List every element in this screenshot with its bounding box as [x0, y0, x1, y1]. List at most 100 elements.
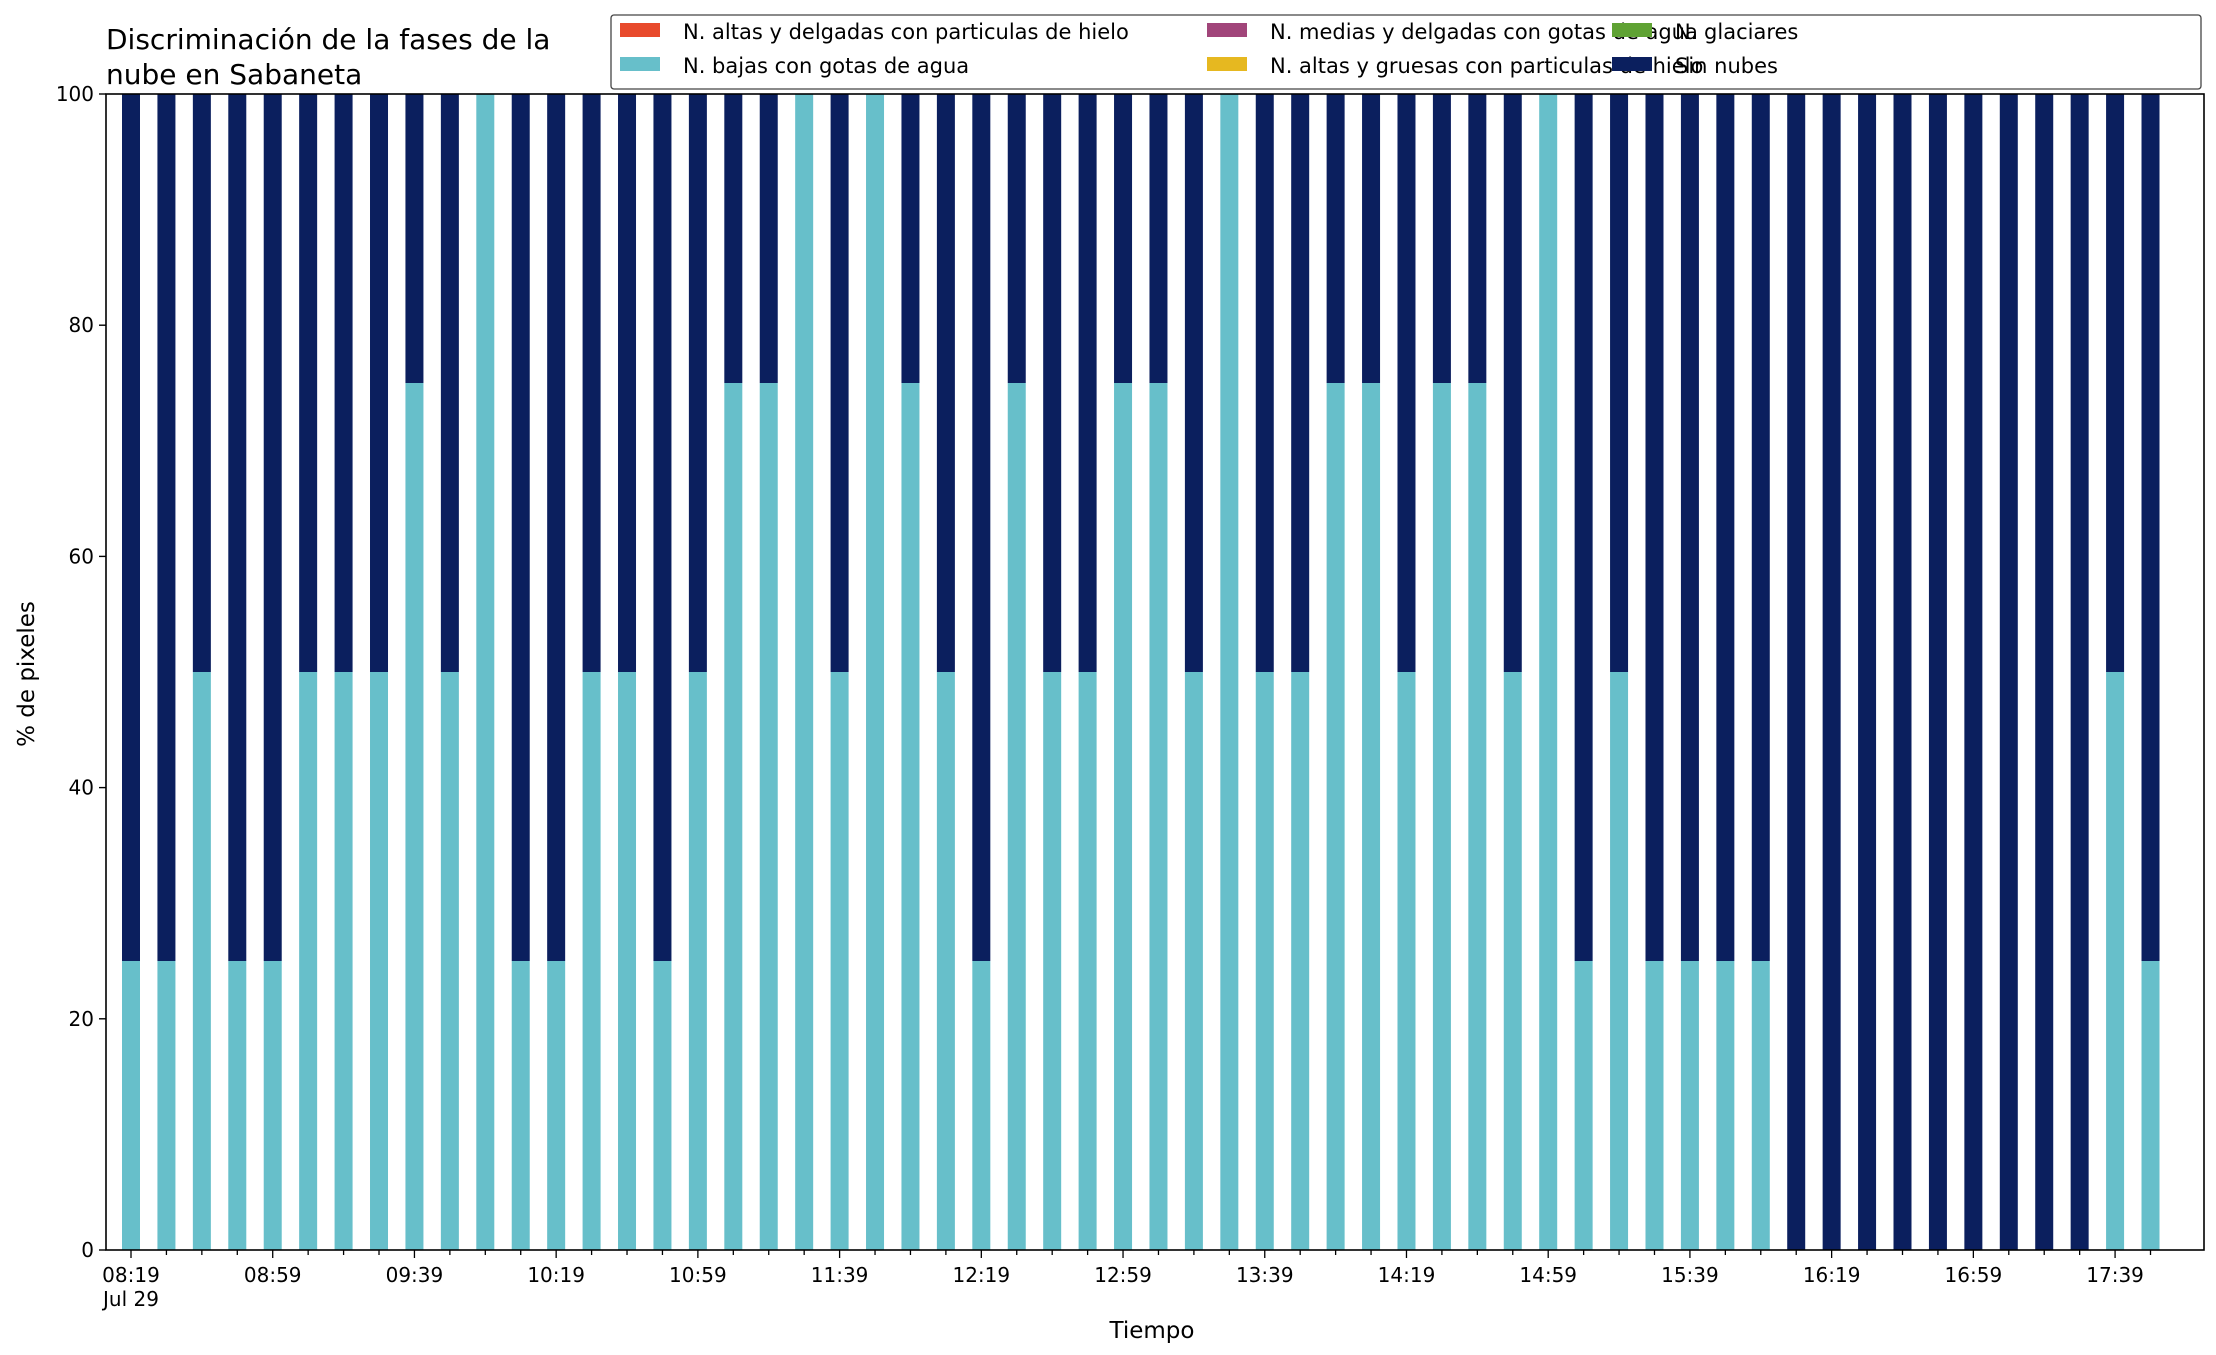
x-tick-label-7: 12:59 [1094, 1263, 1152, 1287]
x-tick-label-13: 16:59 [1945, 1263, 2003, 1287]
bar-segment-12-series-2 [547, 961, 566, 1250]
x-tick-label-10: 14:59 [1519, 1263, 1577, 1287]
bar-segment-22-series-2 [901, 383, 920, 1250]
x-tick-label-12: 16:19 [1803, 1263, 1861, 1287]
bar-segment-13-series-5 [582, 94, 601, 672]
bar-segment-20-series-5 [830, 94, 849, 672]
legend-label-2: N. bajas con gotas de agua [683, 54, 969, 78]
bar-segment-37-series-5 [1432, 94, 1451, 383]
bar-segment-57-series-5 [2141, 94, 2160, 961]
bar-segment-18-series-2 [759, 383, 778, 1250]
x-tick-label-5: 11:39 [811, 1263, 869, 1287]
bar-segment-45-series-2 [1716, 961, 1735, 1250]
bar-segment-16-series-5 [688, 94, 707, 672]
x-tick-label-11: 15:39 [1661, 1263, 1719, 1287]
bar-segment-38-series-5 [1468, 94, 1487, 383]
bar-segment-9-series-2 [440, 672, 459, 1250]
bar-segment-36-series-2 [1397, 672, 1416, 1250]
bar-segment-25-series-5 [1007, 94, 1026, 383]
bar-segment-46-series-2 [1751, 961, 1770, 1250]
bar-segment-43-series-5 [1645, 94, 1664, 961]
legend-swatch-0 [620, 23, 660, 37]
bar-segment-55-series-5 [2070, 94, 2089, 1250]
legend-label-3: N. glaciares [1675, 20, 1798, 44]
bar-segment-6-series-5 [334, 94, 353, 672]
bar-segment-23-series-5 [936, 94, 955, 672]
bar-segment-28-series-2 [1114, 383, 1133, 1250]
bar-segment-26-series-2 [1043, 672, 1062, 1250]
bar-segment-57-series-2 [2141, 961, 2160, 1250]
bar-segment-27-series-5 [1078, 94, 1097, 672]
bar-segment-18-series-5 [759, 94, 778, 383]
bar-segment-41-series-5 [1574, 94, 1593, 961]
x-axis-label: Tiempo [1109, 1318, 1195, 1344]
bar-segment-23-series-2 [936, 672, 955, 1250]
bar-segment-49-series-5 [1858, 94, 1877, 1250]
bar-segment-11-series-5 [511, 94, 530, 961]
bar-segment-46-series-5 [1751, 94, 1770, 961]
bar-segment-8-series-5 [405, 94, 424, 383]
bar-segment-7-series-5 [370, 94, 389, 672]
bar-segment-2-series-2 [192, 672, 211, 1250]
bar-segment-24-series-5 [972, 94, 991, 961]
bar-segment-27-series-2 [1078, 672, 1097, 1250]
bar-segment-44-series-5 [1680, 94, 1699, 961]
bar-segment-39-series-2 [1503, 672, 1522, 1250]
legend-label-0: N. altas y delgadas con particulas de hi… [683, 20, 1129, 44]
bar-segment-9-series-5 [440, 94, 459, 672]
x-tick-label-0: 08:19 [102, 1263, 160, 1287]
legend-box [610, 14, 2202, 90]
bar-segment-12-series-5 [547, 94, 566, 961]
legend-swatch-4 [1207, 23, 1247, 37]
bar-segment-52-series-5 [1964, 94, 1983, 1250]
x-tick-label-9: 14:19 [1378, 1263, 1436, 1287]
bar-segment-42-series-5 [1610, 94, 1629, 672]
bar-segment-17-series-2 [724, 383, 743, 1250]
bar-segment-40-series-2 [1539, 94, 1558, 1250]
y-tick-label-4: 80 [69, 313, 94, 337]
bar-segment-30-series-2 [1184, 672, 1203, 1250]
bar-segment-0-series-2 [122, 961, 140, 1250]
bar-segment-47-series-5 [1787, 94, 1806, 1250]
x-tick-label-3: 10:19 [527, 1263, 585, 1287]
bar-segment-14-series-2 [618, 672, 637, 1250]
bar-segment-22-series-5 [901, 94, 920, 383]
bar-segment-7-series-2 [370, 672, 389, 1250]
bar-segment-3-series-2 [228, 961, 247, 1250]
y-tick-label-3: 60 [69, 544, 94, 568]
bar-segment-3-series-5 [228, 94, 247, 961]
x-tick-label-4: 10:59 [669, 1263, 727, 1287]
bar-segment-30-series-5 [1184, 94, 1203, 672]
y-tick-label-1: 20 [69, 1007, 94, 1031]
bar-segment-45-series-5 [1716, 94, 1735, 961]
bar-segment-6-series-2 [334, 672, 353, 1250]
bar-segment-10-series-2 [476, 94, 495, 1250]
bar-segment-4-series-2 [263, 961, 282, 1250]
bar-segment-5-series-5 [299, 94, 318, 672]
bar-segment-56-series-5 [2106, 94, 2125, 672]
bar-segment-21-series-2 [866, 94, 885, 1250]
bar-segment-25-series-2 [1007, 383, 1026, 1250]
bar-segment-0-series-5 [122, 94, 140, 961]
bar-segment-4-series-5 [263, 94, 282, 961]
bars-layer [122, 94, 2160, 1250]
bar-segment-16-series-2 [688, 672, 707, 1250]
bar-segment-8-series-2 [405, 383, 424, 1250]
x-tick-label-1: 08:59 [244, 1263, 302, 1287]
bar-segment-32-series-2 [1255, 672, 1274, 1250]
x-tick-sublabel-0: Jul 29 [101, 1287, 159, 1311]
bar-segment-2-series-5 [192, 94, 211, 672]
bar-segment-11-series-2 [511, 961, 530, 1250]
y-tick-label-2: 40 [69, 776, 94, 800]
bar-segment-35-series-2 [1362, 383, 1381, 1250]
bar-segment-24-series-2 [972, 961, 991, 1250]
bar-segment-48-series-5 [1822, 94, 1841, 1250]
bar-segment-14-series-5 [618, 94, 637, 672]
bar-segment-51-series-5 [1928, 94, 1947, 1250]
bar-segment-44-series-2 [1680, 961, 1699, 1250]
y-axis-label: % de pixeles [14, 601, 40, 747]
chart-title-line-1: Discriminación de la fases de la [106, 23, 550, 56]
bar-segment-38-series-2 [1468, 383, 1487, 1250]
bar-segment-1-series-5 [157, 94, 176, 961]
